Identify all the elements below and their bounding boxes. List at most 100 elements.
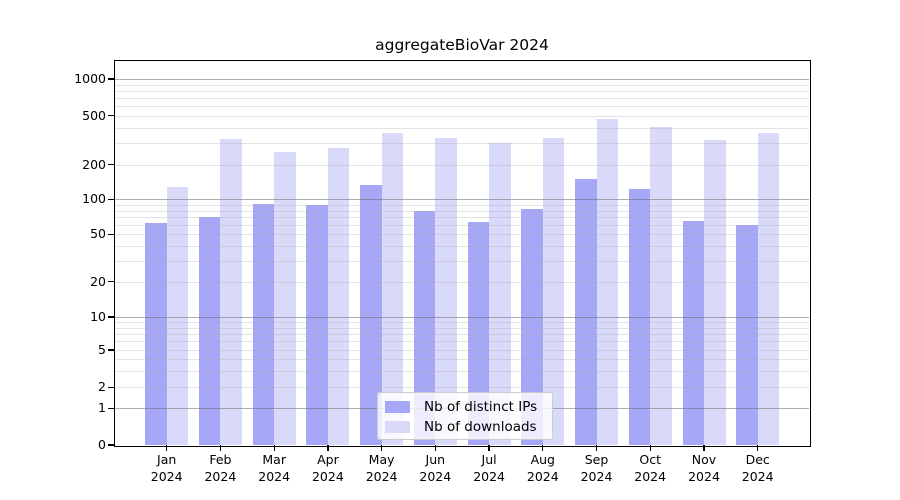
x-axis-tick-label: Sep 2024 bbox=[580, 452, 613, 484]
gridline-minor bbox=[115, 370, 809, 372]
y-axis-tick-mark bbox=[108, 78, 115, 80]
legend-label-downloads: Nb of downloads bbox=[424, 419, 537, 435]
bar-downloads bbox=[435, 138, 457, 445]
y-axis-tick-mark bbox=[108, 407, 115, 409]
chart-title: aggregateBioVar 2024 bbox=[375, 36, 549, 54]
bar-downloads bbox=[650, 126, 672, 445]
gridline-minor bbox=[115, 387, 809, 389]
gridline-minor bbox=[115, 164, 809, 166]
x-axis-tick-label: Oct 2024 bbox=[634, 452, 667, 484]
gridline-minor bbox=[115, 204, 809, 206]
bar-downloads bbox=[327, 147, 350, 445]
gridline-minor bbox=[115, 322, 809, 323]
gridline-minor bbox=[115, 350, 809, 351]
x-axis-tick-label: Jun 2024 bbox=[419, 452, 452, 484]
bar-distinct-ips bbox=[145, 222, 167, 445]
bar-downloads bbox=[274, 151, 296, 445]
y-axis-tick-label: 10 bbox=[90, 309, 106, 324]
legend-swatch-downloads-icon bbox=[385, 421, 410, 433]
gridline-minor bbox=[115, 142, 809, 144]
x-axis-tick-label: Jan 2024 bbox=[150, 452, 183, 484]
bar-distinct-ips bbox=[198, 217, 221, 445]
x-axis-tick-label: Dec 2024 bbox=[741, 452, 774, 484]
x-axis-tick-label: Feb 2024 bbox=[204, 452, 237, 484]
gridline-minor bbox=[115, 341, 809, 343]
x-axis-tick-mark bbox=[595, 445, 598, 451]
x-axis-tick-label: May 2024 bbox=[365, 452, 398, 484]
gridline-minor bbox=[115, 260, 809, 262]
x-axis-tick-label: Mar 2024 bbox=[258, 452, 291, 484]
x-axis-tick-mark bbox=[219, 445, 222, 451]
bar-distinct-ips bbox=[306, 205, 328, 445]
bar-distinct-ips bbox=[252, 204, 275, 445]
gridline-major bbox=[115, 199, 809, 201]
bar-downloads bbox=[757, 133, 780, 445]
legend: Nb of distinct IPs Nb of downloads bbox=[377, 392, 553, 440]
y-axis-tick-mark bbox=[108, 386, 115, 388]
x-axis-tick-label: Nov 2024 bbox=[688, 452, 720, 484]
y-axis-tick-mark bbox=[108, 316, 115, 318]
y-axis-tick-mark bbox=[108, 164, 115, 166]
gridline-minor bbox=[115, 127, 809, 129]
x-axis-tick-label: Aug 2024 bbox=[526, 452, 559, 484]
legend-swatch-distinct-ips-icon bbox=[385, 401, 410, 413]
y-axis-tick-mark bbox=[108, 114, 115, 117]
bar-downloads bbox=[542, 138, 565, 445]
y-axis-tick-label: 1000 bbox=[74, 71, 106, 86]
bar-distinct-ips bbox=[467, 221, 490, 445]
gridline-minor bbox=[115, 84, 809, 86]
gridline-minor bbox=[115, 225, 809, 227]
gridline-minor bbox=[115, 234, 809, 236]
gridline-minor bbox=[115, 210, 809, 212]
gridline-minor bbox=[115, 97, 809, 99]
bar-distinct-ips bbox=[413, 210, 436, 445]
gridline-minor bbox=[115, 105, 809, 107]
legend-row-downloads: Nb of downloads bbox=[385, 417, 544, 437]
gridline-minor bbox=[115, 359, 809, 361]
bar-distinct-ips bbox=[575, 179, 597, 445]
bar-distinct-ips bbox=[736, 225, 758, 445]
y-axis-tick-label: 50 bbox=[90, 226, 106, 242]
gridline-major bbox=[115, 79, 809, 80]
x-axis-tick-mark bbox=[757, 445, 759, 451]
x-axis-tick-label: Apr 2024 bbox=[311, 452, 344, 484]
y-axis-tick-mark bbox=[108, 233, 115, 235]
x-axis-tick-mark bbox=[488, 445, 490, 451]
y-axis-tick-label: 500 bbox=[82, 107, 106, 123]
bar-distinct-ips bbox=[682, 221, 704, 445]
y-axis-tick-label: 100 bbox=[82, 191, 106, 207]
gridline-minor bbox=[115, 327, 809, 329]
bar-downloads bbox=[596, 119, 618, 445]
y-axis-tick-label: 0 bbox=[98, 437, 106, 452]
x-axis-tick-mark bbox=[434, 445, 436, 451]
x-axis-tick-mark bbox=[166, 445, 168, 451]
bar-downloads bbox=[704, 140, 726, 445]
bar-distinct-ips bbox=[360, 185, 382, 445]
bar-distinct-ips bbox=[521, 208, 543, 445]
bar-downloads bbox=[220, 138, 242, 445]
x-axis-tick-mark bbox=[380, 445, 383, 451]
y-axis-tick-label: 1 bbox=[98, 400, 106, 416]
x-axis-tick-mark bbox=[703, 445, 705, 451]
x-axis-tick-mark bbox=[649, 445, 651, 451]
gridline-major bbox=[115, 317, 809, 318]
bar-downloads bbox=[489, 142, 511, 445]
x-axis-tick-mark bbox=[542, 445, 544, 451]
y-axis-tick-label: 5 bbox=[98, 342, 106, 357]
y-axis-tick-mark bbox=[108, 349, 115, 351]
legend-label-distinct-ips: Nb of distinct IPs bbox=[424, 399, 538, 415]
bar-downloads bbox=[166, 187, 189, 445]
gridline-minor bbox=[115, 115, 809, 117]
gridline-minor bbox=[115, 217, 809, 219]
y-axis-tick-label: 20 bbox=[90, 273, 106, 289]
y-axis-tick-mark bbox=[108, 198, 115, 200]
legend-row-distinct-ips: Nb of distinct IPs bbox=[385, 397, 544, 417]
plot-area: Nb of distinct IPs Nb of downloads 0 1 2 5 1… bbox=[74, 59, 811, 484]
bar-downloads bbox=[381, 132, 404, 445]
x-axis-tick-mark bbox=[273, 445, 275, 451]
gridline-minor bbox=[115, 90, 809, 92]
x-axis-tick-mark bbox=[327, 445, 329, 451]
gridline-minor bbox=[115, 281, 809, 283]
y-axis-tick-mark bbox=[108, 444, 115, 446]
